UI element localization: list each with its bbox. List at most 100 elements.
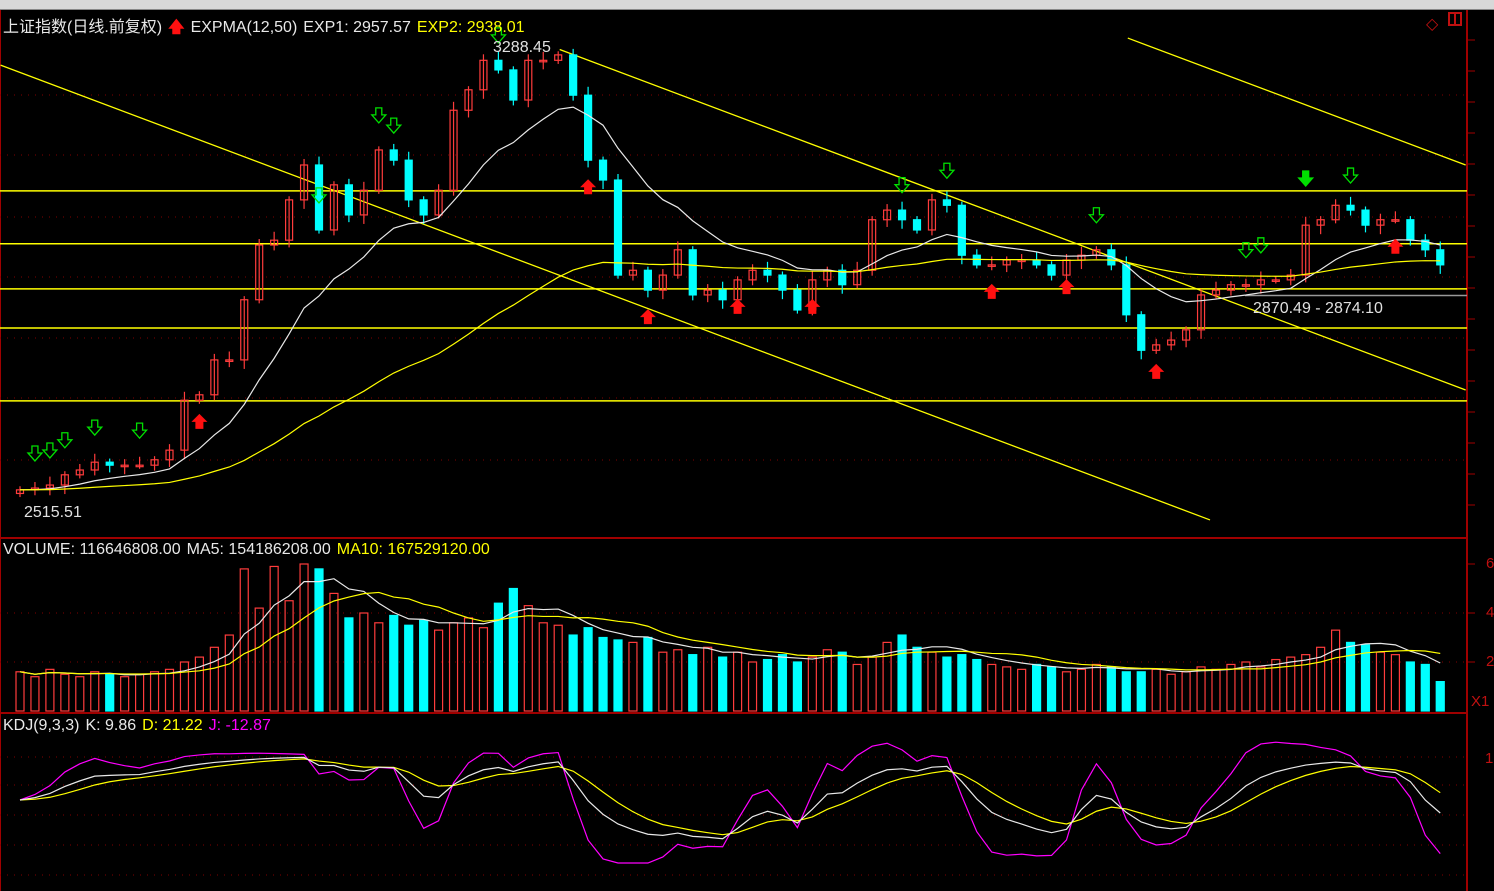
candle-up [868,219,877,271]
volume-bar-up [224,634,234,712]
candle-up [195,394,204,401]
sell-signal-hollow-arrow-icon [86,419,104,437]
sell-signal-hollow-arrow-icon [385,117,403,135]
chart-title: 上证指数(日线.前复权) [3,19,163,36]
candle-up [1391,219,1400,222]
candle-down [942,199,952,206]
candle-down [1107,249,1116,266]
volume-bar-up [867,656,877,712]
candle-up [1226,284,1236,291]
volume-bar-up [1330,629,1341,712]
volume-multiplier: X1 [1471,693,1490,710]
volume-bar-up [538,622,548,712]
exp1-value: EXP1: 2957.57 [303,19,411,36]
volume-bar-up [463,617,474,712]
volume-bar-up [987,663,997,712]
volume-bar-up [135,673,145,712]
candle-up [1152,344,1161,351]
j-value: J: -12.87 [208,717,271,734]
candle-up [1196,294,1206,331]
volume-bar-down [1121,671,1131,712]
volume-bar-down [583,627,593,712]
candle-down [1047,264,1056,276]
candle-down [598,159,608,181]
candle-up [329,184,339,231]
volume-bar-down [897,634,907,712]
candle-down [1406,219,1415,241]
candle-down [314,164,324,231]
candle-up [285,199,294,241]
volume-bar-down [419,619,429,712]
candle-up [658,274,667,291]
candle-up [359,189,368,216]
buy-signal-arrow-icon [1148,363,1165,379]
window-split-icon[interactable] [1448,12,1462,26]
volume-bar-down [942,656,952,712]
volume-bar-up [1271,658,1281,712]
volume-bar-down [1046,666,1057,712]
candle-up [240,299,249,361]
volume-bar-up [927,651,937,712]
candle-down [1346,204,1355,211]
volume-bar-down [105,673,115,712]
volume-bar-up [1166,673,1176,712]
d-value: D: 21.22 [142,717,203,734]
candle-up [90,461,99,471]
volume-bar-up [299,563,309,712]
candle-down [1436,249,1445,266]
volume-bar-down [1420,663,1430,712]
candle-up [135,464,144,468]
buy-signal-arrow-icon [639,309,656,325]
diamond-icon[interactable]: ◇ [1426,16,1439,33]
volume-bar-down [688,654,698,712]
volume-bar-up [523,605,533,712]
sell-signal-hollow-arrow-icon [1237,241,1255,259]
candle-up [554,54,563,61]
candle-up [270,239,279,246]
candle-up [1167,339,1176,346]
volume-bar-up [1151,668,1161,712]
volume-bar-up [15,671,25,712]
sell-signal-hollow-arrow-icon [489,27,507,44]
sell-signal-hollow-arrow-icon [56,432,74,449]
kdj-d-line [19,758,1441,836]
candle-down [897,209,907,221]
candle-up [180,399,189,451]
candle-up [150,459,159,466]
candle-up [210,359,219,396]
sell-signal-hollow-arrow-icon [26,445,44,462]
volume-value: VOLUME: 116646808.00 [3,541,181,558]
candle-down [778,274,787,291]
volume-bar-up [1301,654,1311,712]
volume-bar-down [389,614,399,712]
volume-bar-down [718,656,728,712]
candle-up [75,469,84,476]
volume-bar-down [957,654,967,712]
candle-up [1181,329,1191,341]
candle-down [419,199,428,216]
sell-signal-hollow-arrow-icon [1342,167,1359,185]
k-value: K: 9.86 [85,717,137,734]
volume-bar-down [762,658,773,712]
volume-bar-down [912,646,922,712]
buy-signal-arrow-icon [191,413,208,429]
candle-up [479,59,488,91]
kdj-legend: KDJ(9,3,3) K: 9.86 D: 21.22 J: -12.87 [3,717,277,735]
candle-up [1256,279,1265,286]
volume-bar-down [508,587,518,712]
volume-tick: 2 [1486,653,1494,670]
volume-bar-up [703,646,713,712]
volume-ma10-line [19,591,1441,675]
volume-bar-up [209,646,219,712]
volume-bar-down [643,636,653,712]
candle-up [60,474,69,486]
volume-bar-down [972,658,982,712]
volume-bar-up [1196,666,1206,712]
sell-signal-hollow-arrow-icon [1087,207,1105,224]
volume-bar-up [239,568,249,712]
volume-bar-down [1345,641,1356,712]
candle-up [434,189,443,216]
volume-bar-down [344,617,354,712]
candle-down [957,204,966,256]
